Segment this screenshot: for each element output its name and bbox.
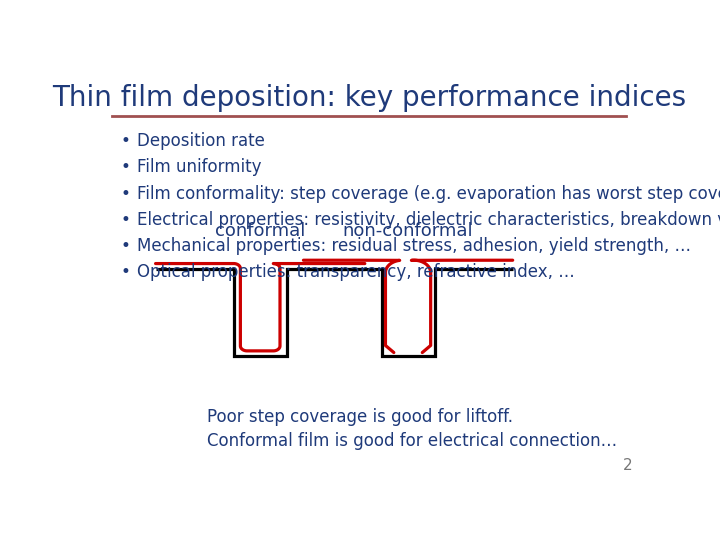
Text: Poor step coverage is good for liftoff.: Poor step coverage is good for liftoff. (207, 408, 513, 426)
Text: Electrical properties: resistivity, dielectric characteristics, breakdown voltag: Electrical properties: resistivity, diel… (138, 211, 720, 229)
Text: Conformal film is good for electrical connection…: Conformal film is good for electrical co… (207, 431, 617, 449)
Text: non-conformal: non-conformal (343, 222, 473, 240)
Text: •: • (121, 211, 130, 229)
Text: conformal: conformal (215, 222, 305, 240)
Text: 2: 2 (623, 458, 632, 473)
Text: •: • (121, 237, 130, 255)
Text: •: • (121, 132, 130, 150)
Text: Deposition rate: Deposition rate (138, 132, 265, 150)
Text: Optical properties: transparency, refractive index, …: Optical properties: transparency, refrac… (138, 263, 575, 281)
Text: •: • (121, 158, 130, 177)
Text: •: • (121, 263, 130, 281)
Text: Film conformality: step coverage (e.g. evaporation has worst step coverage): Film conformality: step coverage (e.g. e… (138, 185, 720, 202)
Text: Thin film deposition: key performance indices: Thin film deposition: key performance in… (52, 84, 686, 112)
Text: Mechanical properties: residual stress, adhesion, yield strength, …: Mechanical properties: residual stress, … (138, 237, 691, 255)
Text: •: • (121, 185, 130, 202)
Text: Film uniformity: Film uniformity (138, 158, 262, 177)
